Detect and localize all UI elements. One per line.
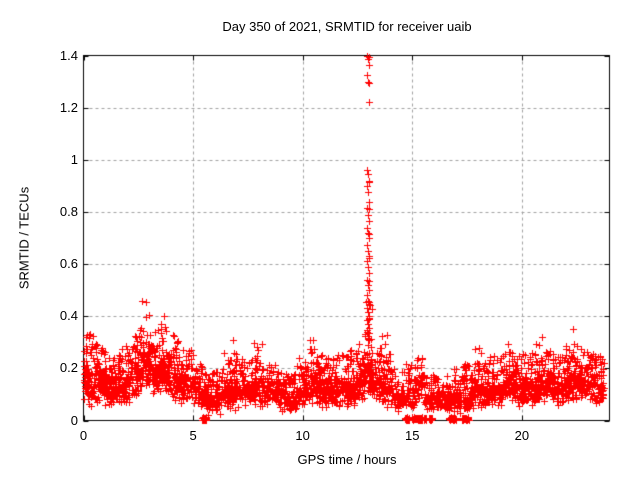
- y-tick-label: 1: [70, 151, 78, 167]
- y-tick-label: 0.2: [59, 360, 78, 376]
- y-axis-title: SRMTID / TECUs: [16, 186, 32, 290]
- y-tick-label: 0.4: [59, 308, 78, 324]
- y-tick-label: 1.2: [59, 99, 78, 115]
- x-axis-title: GPS time / hours: [297, 452, 397, 467]
- x-tick-label: 10: [295, 428, 310, 443]
- y-tick-label: 1.4: [59, 47, 78, 63]
- y-tick-label: 0.6: [59, 256, 78, 272]
- y-tick-label: 0.8: [59, 203, 78, 219]
- x-tick-label: 20: [514, 428, 530, 443]
- x-tick-label: 5: [189, 428, 197, 443]
- chart-title: Day 350 of 2021, SRMTID for receiver uai…: [222, 19, 472, 34]
- x-tick-label: 0: [79, 428, 88, 443]
- x-tick-label: 15: [405, 428, 420, 443]
- y-tick-label: 0: [70, 412, 78, 428]
